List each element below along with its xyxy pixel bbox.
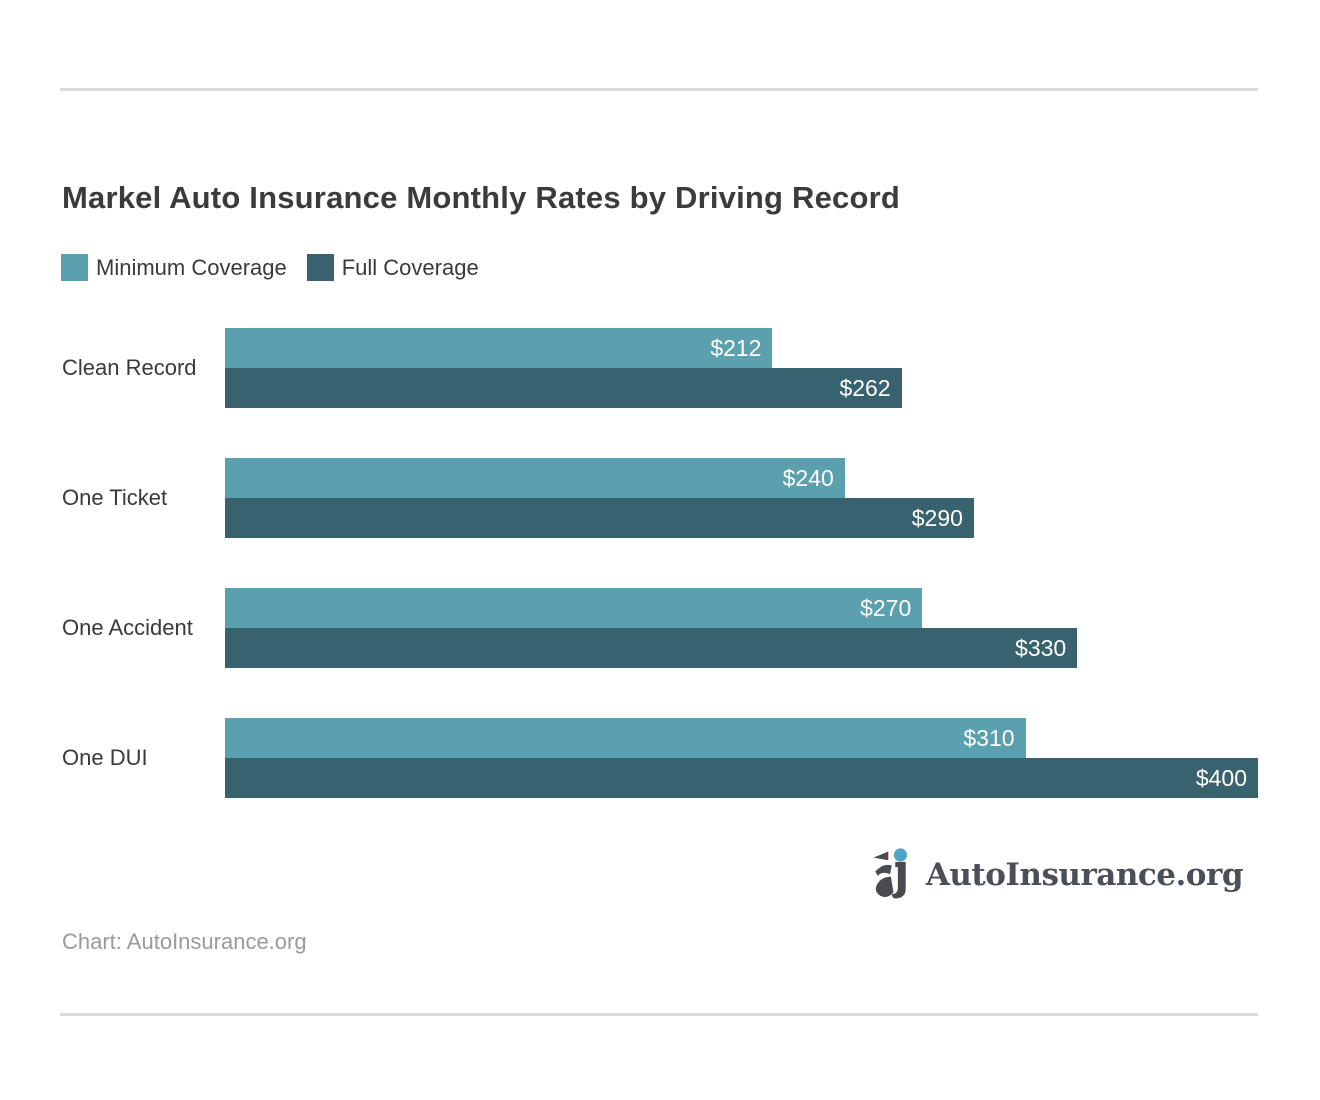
bar-value-label: $270 — [860, 594, 912, 621]
category-label: One Ticket — [62, 485, 168, 510]
bar-value-label: $262 — [839, 374, 891, 401]
bar-group: $310 $400 — [225, 718, 1258, 798]
bar-group: $270 $330 — [225, 588, 1258, 668]
legend-label-full-coverage: Full Coverage — [341, 254, 479, 280]
bar-full-coverage: $290 — [225, 498, 974, 538]
legend-swatch-full-coverage — [306, 254, 334, 281]
legend-swatch-minimum-coverage — [61, 254, 88, 281]
legend-item-full-coverage: Full Coverage — [306, 254, 479, 281]
chart-row-one-accident: One Accident $270 $330 — [62, 588, 1258, 668]
chart: Clean Record $212 $262 One Ticket $240 $290 On… — [62, 328, 1258, 798]
bar-minimum-coverage: $212 — [225, 328, 773, 368]
bar-value-label: $400 — [1195, 764, 1247, 791]
bar-group: $212 $262 — [225, 328, 1258, 408]
category-label: One DUI — [62, 745, 148, 770]
bar-minimum-coverage: $270 — [225, 588, 923, 628]
bar-full-coverage: $262 — [225, 368, 902, 408]
bar-value-label: $330 — [1015, 634, 1067, 661]
brand-wordmark: AutoInsurance.org — [925, 857, 1244, 893]
brand-logo: AutoInsurance.org — [870, 848, 1244, 902]
bottom-divider — [60, 1013, 1258, 1016]
bar-full-coverage: $400 — [225, 758, 1258, 798]
bar-value-label: $240 — [782, 464, 834, 491]
legend-label-minimum-coverage: Minimum Coverage — [96, 254, 287, 280]
bar-value-label: $290 — [911, 504, 963, 531]
bar-value-label: $310 — [963, 724, 1015, 751]
legend-item-minimum-coverage: Minimum Coverage — [61, 254, 287, 281]
chart-title: Markel Auto Insurance Monthly Rates by D… — [62, 179, 901, 215]
chart-row-one-dui: One DUI $310 $400 — [62, 718, 1258, 798]
bar-full-coverage: $330 — [225, 628, 1078, 668]
bar-minimum-coverage: $310 — [225, 718, 1026, 758]
top-divider — [60, 88, 1258, 91]
chart-row-one-ticket: One Ticket $240 $290 — [62, 458, 1258, 538]
chart-legend: Minimum Coverage Full Coverage — [61, 254, 479, 281]
bar-group: $240 $290 — [225, 458, 1258, 538]
bar-value-label: $212 — [710, 334, 762, 361]
category-label: Clean Record — [62, 355, 197, 380]
bar-minimum-coverage: $240 — [225, 458, 845, 498]
autoinsurance-logo-icon — [873, 848, 907, 899]
category-label: One Accident — [62, 615, 193, 640]
chart-source-note: Chart: AutoInsurance.org — [62, 929, 307, 954]
chart-row-clean-record: Clean Record $212 $262 — [62, 328, 1258, 408]
